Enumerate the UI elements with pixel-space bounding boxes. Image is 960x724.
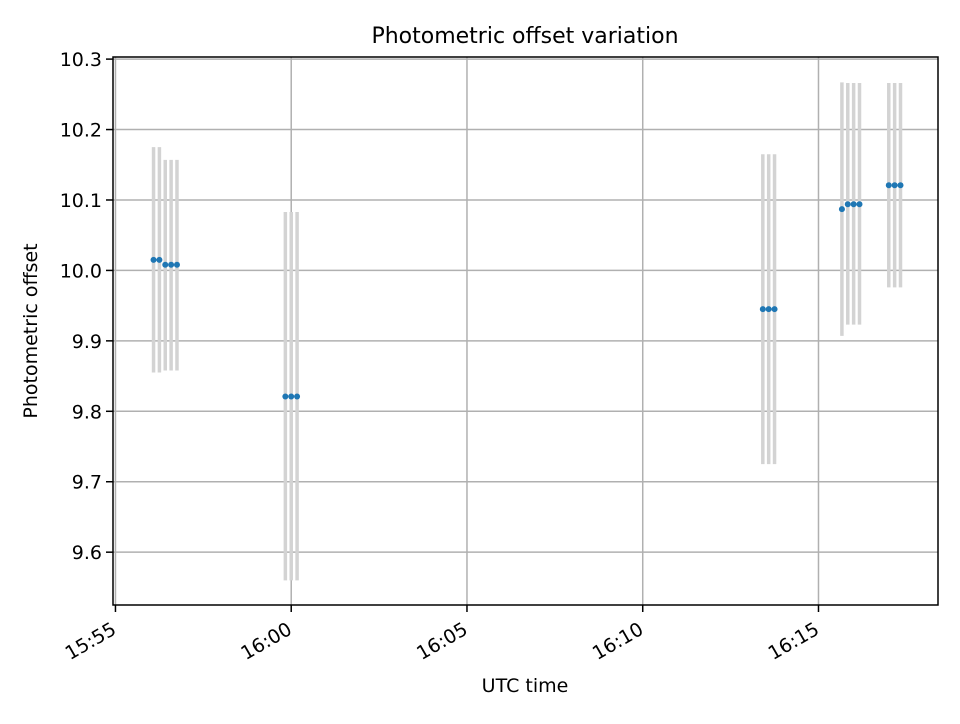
data-point — [850, 201, 857, 208]
y-tick-label: 9.9 — [72, 331, 102, 353]
y-tick-label: 10.2 — [60, 120, 102, 142]
y-tick-label: 9.8 — [72, 401, 102, 423]
data-point — [844, 201, 851, 208]
data-point — [897, 182, 904, 189]
data-point — [168, 261, 175, 268]
data-point — [771, 306, 778, 313]
y-tick-label: 10.1 — [60, 190, 102, 212]
data-point — [282, 393, 289, 400]
data-point — [173, 261, 180, 268]
y-tick-label: 9.6 — [72, 542, 102, 564]
data-point — [838, 206, 845, 213]
data-point — [856, 201, 863, 208]
x-axis-label: UTC time — [482, 675, 569, 697]
data-point — [294, 393, 301, 400]
y-tick-label: 10.0 — [60, 260, 102, 282]
y-tick-label: 9.7 — [72, 472, 102, 494]
y-axis-label: Photometric offset — [20, 243, 42, 418]
chart-title: Photometric offset variation — [371, 24, 678, 49]
data-point — [885, 182, 892, 189]
data-point — [150, 256, 157, 263]
data-point — [162, 261, 169, 268]
plot-frame — [112, 56, 939, 606]
data-point — [156, 256, 163, 263]
y-tick-label: 10.3 — [60, 49, 102, 71]
data-point — [759, 306, 766, 313]
data-point — [891, 182, 898, 189]
data-point — [765, 306, 772, 313]
data-point — [288, 393, 295, 400]
